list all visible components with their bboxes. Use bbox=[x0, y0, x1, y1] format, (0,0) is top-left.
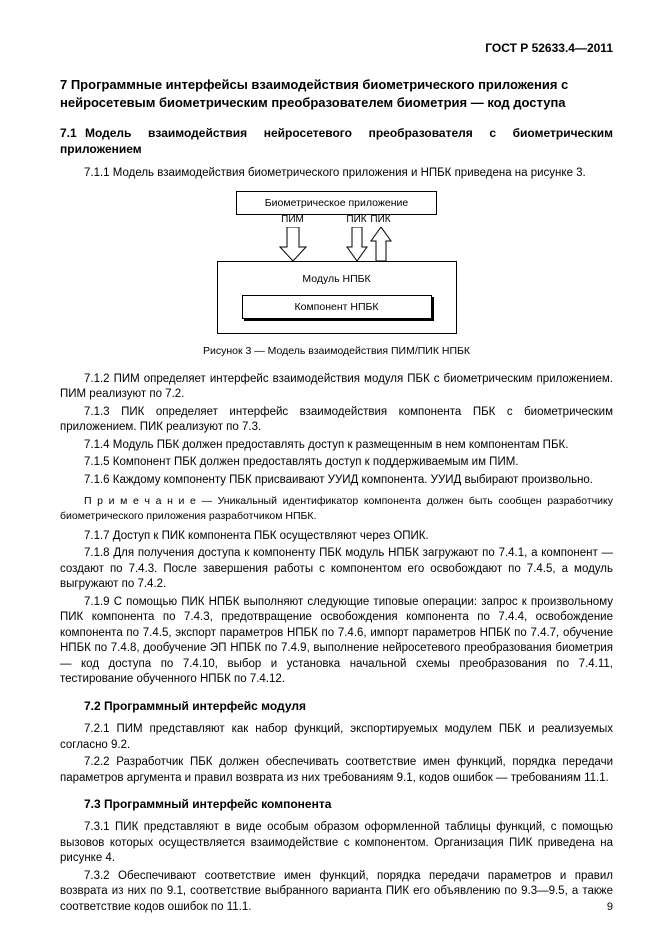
up-arrow-icon bbox=[370, 227, 392, 261]
fig3-label-pik-left: ПИК bbox=[346, 213, 366, 227]
para-7-1-8: 7.1.8 Для получения доступа к компоненту… bbox=[60, 546, 613, 593]
document-page: ГОСТ Р 52633.4—2011 7 Программные интерф… bbox=[0, 0, 661, 935]
para-7-1-5: 7.1.5 Компонент ПБК должен предоставлять… bbox=[60, 455, 613, 471]
fig3-component-box: Компонент НПБК bbox=[242, 295, 432, 319]
section-7-2-title: 7.2 Программный интерфейс модуля bbox=[60, 698, 613, 714]
para-7-2-2: 7.2.2 Разработчик ПБК должен обеспечиват… bbox=[60, 755, 613, 786]
figure-3-caption: Рисунок 3 — Модель взаимодействия ПИМ/ПИ… bbox=[60, 344, 613, 358]
note-7-1: П р и м е ч а н и е — Уникальный идентиф… bbox=[60, 494, 613, 522]
section-7-1-title: 7.1 Модель взаимодействия нейросетевого … bbox=[60, 125, 613, 157]
section-7-3-title: 7.3 Программный интерфейс компонента bbox=[60, 796, 613, 812]
fig3-module-box: Модуль НПБК Компонент НПБК bbox=[217, 261, 457, 333]
fig3-label-pik-right: ПИК bbox=[370, 213, 390, 227]
fig3-top-box: Биометрическое приложение bbox=[236, 191, 437, 215]
para-7-1-7: 7.1.7 Доступ к ПИК компонента ПБК осущес… bbox=[60, 529, 613, 545]
para-7-3-1: 7.3.1 ПИК представляют в виде особым обр… bbox=[60, 820, 613, 867]
para-7-1-2: 7.1.2 ПИМ определяет интерфейс взаимодей… bbox=[60, 372, 613, 403]
down-arrow-icon bbox=[278, 227, 308, 261]
para-7-1-6: 7.1.6 Каждому компоненту ПБК присваивают… bbox=[60, 473, 613, 489]
para-7-1-1: 7.1.1 Модель взаимодействия биометрическ… bbox=[60, 166, 613, 182]
para-7-3-2: 7.3.2 Обеспечивают соответствие имен фун… bbox=[60, 869, 613, 916]
para-7-1-9: 7.1.9 С помощью ПИК НПБК выполняют следу… bbox=[60, 595, 613, 688]
para-7-2-1: 7.2.1 ПИМ представляют как набор функций… bbox=[60, 722, 613, 753]
section-7-title: 7 Программные интерфейсы взаимодействия … bbox=[60, 76, 613, 111]
para-7-1-4: 7.1.4 Модуль ПБК должен предоставлять до… bbox=[60, 438, 613, 454]
down-arrow-icon bbox=[346, 227, 368, 261]
fig3-module-title: Модуль НПБК bbox=[236, 272, 438, 286]
page-number: 9 bbox=[607, 900, 613, 915]
document-id: ГОСТ Р 52633.4—2011 bbox=[60, 40, 613, 56]
para-7-1-3: 7.1.3 ПИК определяет интерфейс взаимодей… bbox=[60, 405, 613, 436]
figure-3: Биометрическое приложение ПИМ ПИК bbox=[60, 191, 613, 334]
fig3-label-pim: ПИМ bbox=[281, 213, 304, 227]
